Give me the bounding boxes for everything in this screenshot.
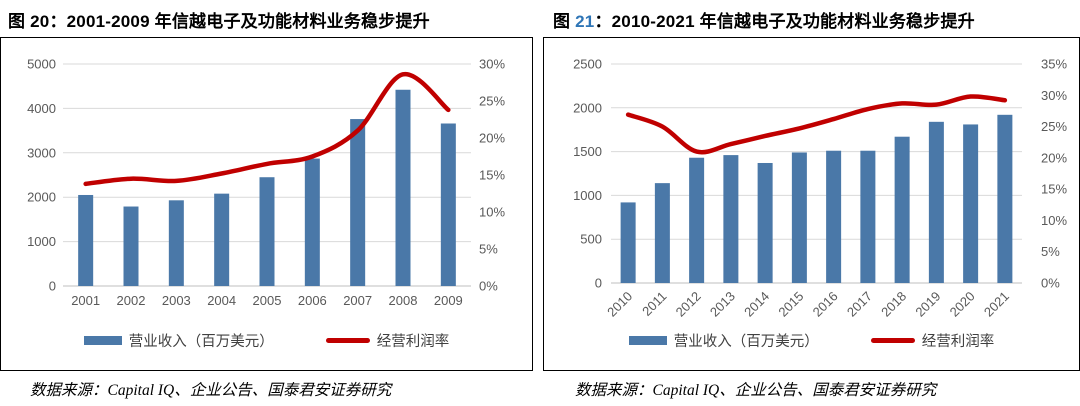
figure-20-title: 图 20：2001-2009 年信越电子及功能材料业务稳步提升: [8, 7, 430, 32]
svg-text:1000: 1000: [27, 234, 56, 249]
line-swatch-icon: [870, 338, 915, 343]
svg-text:30%: 30%: [1041, 88, 1067, 103]
svg-text:500: 500: [580, 232, 602, 247]
legend-item-margin: 经营利润率: [870, 330, 995, 351]
figure-21-title: 图 21：2010-2021 年信越电子及功能材料业务稳步提升: [553, 7, 975, 32]
svg-text:2005: 2005: [253, 293, 282, 308]
svg-text:0: 0: [595, 276, 602, 291]
svg-text:2019: 2019: [912, 289, 943, 320]
legend-label-margin: 经营利润率: [921, 334, 995, 350]
svg-text:2013: 2013: [707, 289, 738, 320]
svg-text:2500: 2500: [573, 57, 602, 72]
svg-text:2000: 2000: [573, 100, 602, 115]
svg-text:5%: 5%: [1041, 244, 1060, 259]
svg-text:15%: 15%: [1041, 182, 1067, 197]
svg-text:25%: 25%: [479, 94, 505, 109]
svg-text:5%: 5%: [479, 242, 498, 257]
svg-text:2011: 2011: [639, 289, 669, 319]
figure-20-number: 20: [30, 12, 50, 31]
bar-swatch-icon: [83, 336, 122, 345]
line-swatch-icon: [325, 338, 370, 343]
figure-21-caption: ：2010-2021 年信越电子及功能材料业务稳步提升: [594, 12, 975, 31]
svg-text:2018: 2018: [878, 289, 909, 320]
combo-chart-2001-2009: 0 1000 2000 3000 4000 5000 0% 5% 10% 15% 20% 25% 30%…: [27, 57, 505, 309]
svg-text:2010: 2010: [604, 289, 635, 320]
svg-text:25%: 25%: [1041, 119, 1067, 134]
svg-text:15%: 15%: [479, 168, 505, 183]
legend-item-margin: 经营利润率: [325, 330, 450, 351]
legend-label-revenue: 营业收入（百万美元）: [673, 334, 819, 350]
svg-text:1000: 1000: [573, 188, 602, 203]
svg-text:30%: 30%: [479, 57, 505, 72]
chart-panel-2010-2021: 0 500 1000 1500 2000 2500 0% 5% 10% 15% 20% 25% 30% 3…: [543, 37, 1080, 371]
svg-text:4000: 4000: [27, 101, 56, 116]
svg-text:3000: 3000: [27, 145, 56, 160]
svg-text:2004: 2004: [207, 293, 236, 308]
svg-text:2003: 2003: [162, 293, 191, 308]
legend-item-revenue: 营业收入（百万美元）: [83, 330, 274, 351]
svg-text:5000: 5000: [27, 57, 56, 72]
svg-text:10%: 10%: [479, 205, 505, 220]
svg-text:2002: 2002: [117, 293, 146, 308]
source-note-right: 数据来源：Capital IQ、企业公告、国泰君安证券研究: [575, 382, 937, 399]
svg-text:2006: 2006: [298, 293, 327, 308]
svg-text:2001: 2001: [71, 293, 100, 308]
svg-text:2021: 2021: [981, 289, 1012, 320]
svg-text:2016: 2016: [810, 289, 841, 320]
figure-20-label: 图: [8, 12, 31, 31]
source-note-left: 数据来源：Capital IQ、企业公告、国泰君安证券研究: [30, 382, 392, 399]
svg-text:0%: 0%: [1041, 276, 1060, 291]
svg-text:2007: 2007: [343, 293, 372, 308]
svg-text:2014: 2014: [741, 289, 772, 320]
svg-text:2000: 2000: [27, 190, 56, 205]
chart-legend: 营业收入（百万美元） 经营利润率: [1, 330, 532, 351]
svg-text:2012: 2012: [673, 289, 704, 320]
svg-text:1500: 1500: [573, 144, 602, 159]
svg-text:35%: 35%: [1041, 57, 1067, 72]
svg-text:2020: 2020: [947, 289, 978, 320]
legend-item-revenue: 营业收入（百万美元）: [628, 330, 819, 351]
svg-text:0: 0: [49, 279, 56, 294]
svg-text:2015: 2015: [775, 289, 806, 320]
svg-text:20%: 20%: [479, 131, 505, 146]
legend-label-revenue: 营业收入（百万美元）: [128, 334, 274, 350]
svg-text:10%: 10%: [1041, 213, 1067, 228]
svg-text:2008: 2008: [389, 293, 418, 308]
svg-text:2017: 2017: [844, 289, 875, 320]
chart-legend: 营业收入（百万美元） 经营利润率: [544, 330, 1079, 351]
svg-text:20%: 20%: [1041, 150, 1067, 165]
figure-20-caption: ：2001-2009 年信越电子及功能材料业务稳步提升: [49, 12, 430, 31]
combo-chart-2010-2021: 0 500 1000 1500 2000 2500 0% 5% 10% 15% 20% 25% 30% 3…: [573, 57, 1067, 320]
figure-21-label: 图: [553, 12, 576, 31]
svg-text:0%: 0%: [479, 279, 498, 294]
figure-21-number: 21: [575, 12, 595, 31]
chart-panel-2001-2009: 0 1000 2000 3000 4000 5000 0% 5% 10% 15% 20% 25% 30%…: [0, 37, 533, 371]
svg-text:2009: 2009: [434, 293, 463, 308]
legend-label-margin: 经营利润率: [376, 334, 450, 350]
bar-swatch-icon: [628, 336, 667, 345]
